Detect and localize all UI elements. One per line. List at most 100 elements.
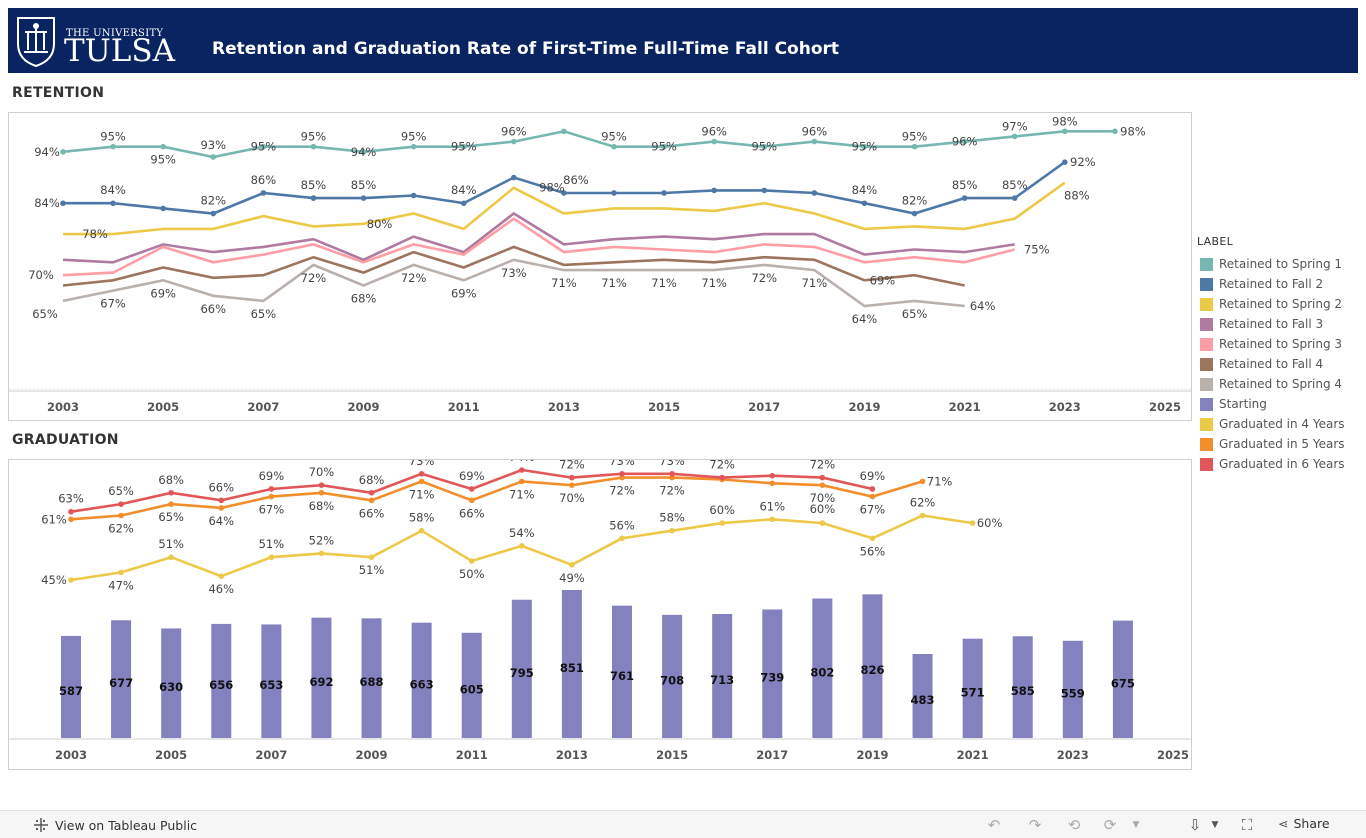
data-label: 84% bbox=[451, 183, 477, 197]
download-icon[interactable]: ⇩ bbox=[1188, 816, 1202, 834]
data-label: 86% bbox=[251, 173, 277, 187]
grad-data-label: 67% bbox=[259, 503, 285, 517]
data-point bbox=[310, 143, 317, 150]
grad-data-label: 65% bbox=[108, 484, 134, 498]
data-label: 71% bbox=[802, 276, 828, 290]
grad-data-point bbox=[519, 543, 525, 549]
data-point bbox=[110, 200, 116, 207]
data-label: 95% bbox=[751, 140, 777, 154]
bar-value-label: 795 bbox=[510, 666, 534, 680]
data-point bbox=[511, 138, 517, 145]
data-label: 96% bbox=[802, 125, 828, 139]
revert-icon[interactable]: ⟲ bbox=[1067, 816, 1081, 834]
legend-label: Starting bbox=[1219, 397, 1267, 411]
refresh-icon[interactable]: ⟳ bbox=[1103, 816, 1117, 834]
legend-item[interactable]: Retained to Fall 4 bbox=[1197, 354, 1357, 374]
legend-item[interactable]: Retained to Spring 3 bbox=[1197, 334, 1357, 354]
x-tick-label: 2017 bbox=[756, 748, 788, 762]
redo-icon[interactable]: ↷ bbox=[1028, 816, 1042, 834]
data-label: 95% bbox=[601, 130, 627, 144]
starting-bar bbox=[61, 635, 81, 738]
data-point bbox=[561, 128, 567, 135]
data-label: 66% bbox=[200, 302, 226, 316]
fullscreen-icon[interactable]: ⛶ bbox=[1241, 816, 1253, 834]
grad-data-label: 67% bbox=[860, 503, 886, 517]
data-label: 94% bbox=[351, 145, 377, 159]
bar-value-label: 587 bbox=[59, 684, 83, 698]
download-chevron-icon[interactable]: ▼ bbox=[1211, 820, 1219, 830]
grad-data-point bbox=[619, 470, 625, 477]
bar-value-label: 483 bbox=[911, 693, 935, 707]
legend-item[interactable]: Retained to Fall 2 bbox=[1197, 274, 1357, 294]
grad-data-label: 73% bbox=[409, 460, 435, 468]
grad-data-label: 56% bbox=[609, 518, 635, 532]
legend-item[interactable]: Graduated in 6 Years bbox=[1197, 454, 1357, 474]
grad-data-point bbox=[819, 474, 826, 481]
legend-label: Retained to Fall 4 bbox=[1219, 357, 1324, 371]
data-point bbox=[811, 138, 818, 145]
tableau-logo-icon bbox=[34, 818, 48, 832]
grad-data-point bbox=[468, 486, 475, 492]
x-tick-label: 2021 bbox=[957, 748, 989, 762]
grad-data-label: 51% bbox=[259, 537, 285, 551]
data-point bbox=[1062, 159, 1068, 165]
graduation-chart-panel[interactable]: 2003 2005 2007 2009 2011 2013 2015 2017 2019 2021… bbox=[8, 450, 1192, 770]
x-tick-label: 2025 bbox=[1149, 400, 1181, 414]
data-label: 85% bbox=[351, 178, 377, 192]
legend-item[interactable]: Graduated in 5 Years bbox=[1197, 434, 1357, 454]
legend-item[interactable]: Retained to Spring 4 bbox=[1197, 374, 1357, 394]
data-label: 96% bbox=[501, 125, 527, 139]
legend-item[interactable]: Retained to Spring 2 bbox=[1197, 294, 1357, 314]
x-tick-label: 2009 bbox=[348, 400, 380, 414]
grad-series-line-1 bbox=[70, 476, 923, 521]
data-point bbox=[611, 143, 617, 150]
legend-item[interactable]: Graduated in 4 Years bbox=[1197, 414, 1357, 434]
graduation-chart[interactable]: 2003 2005 2007 2009 2011 2013 2015 2017 2019 2021… bbox=[9, 450, 1191, 769]
bar-value-label: 692 bbox=[309, 675, 333, 689]
data-label: 72% bbox=[401, 271, 427, 285]
grad-data-label: 51% bbox=[158, 537, 184, 551]
grad-data-point bbox=[418, 527, 425, 534]
retention-chart[interactable]: 2003 2005 2007 2009 2011 2013 2015 2017 2019 2021… bbox=[9, 113, 1191, 420]
grad-data-point bbox=[118, 512, 124, 519]
data-label: 97% bbox=[1002, 119, 1028, 133]
grad-data-label: 73% bbox=[609, 460, 635, 468]
data-label: 71% bbox=[651, 276, 677, 290]
grad-data-point bbox=[218, 497, 225, 504]
data-point bbox=[861, 143, 868, 150]
retention-chart-panel[interactable]: 2003 2005 2007 2009 2011 2013 2015 2017 2019 2021… bbox=[8, 112, 1192, 421]
starting-bar bbox=[111, 620, 132, 738]
starting-bar bbox=[762, 609, 783, 738]
legend-item[interactable]: Starting bbox=[1197, 394, 1357, 414]
starting-bar bbox=[1062, 640, 1083, 738]
retention-section-title: RETENTION bbox=[12, 85, 105, 101]
data-label: 64% bbox=[852, 312, 878, 326]
series-line-6 bbox=[62, 258, 965, 308]
chevron-down-icon[interactable]: ▼ bbox=[1132, 820, 1140, 830]
data-point bbox=[911, 210, 918, 217]
data-point bbox=[210, 210, 217, 217]
grad-data-label: 60% bbox=[810, 502, 836, 516]
data-label: 73% bbox=[501, 266, 527, 280]
view-on-tableau-link[interactable]: View on Tableau Public bbox=[33, 817, 197, 833]
grad-data-label: 49% bbox=[559, 571, 585, 585]
grad-data-point bbox=[869, 486, 876, 492]
grad-data-point bbox=[969, 520, 976, 526]
data-label: 95% bbox=[852, 140, 878, 154]
x-tick-label: 2007 bbox=[247, 400, 279, 414]
data-label: 93% bbox=[200, 138, 226, 152]
share-button[interactable]: ⋖ Share bbox=[1278, 816, 1330, 831]
grad-data-point bbox=[318, 550, 325, 557]
data-label: 95% bbox=[902, 130, 928, 144]
bar-value-label: 571 bbox=[961, 685, 985, 699]
grad-data-label: 66% bbox=[459, 506, 485, 520]
grad-data-point bbox=[819, 482, 826, 488]
grad-data-label: 47% bbox=[108, 578, 134, 592]
legend-label: Retained to Fall 2 bbox=[1219, 277, 1324, 291]
data-label: 95% bbox=[301, 130, 327, 144]
legend-item[interactable]: Retained to Fall 3 bbox=[1197, 314, 1357, 334]
grad-data-point bbox=[719, 474, 725, 481]
bar-value-label: 559 bbox=[1061, 686, 1085, 700]
legend-item[interactable]: Retained to Spring 1 bbox=[1197, 254, 1357, 274]
undo-icon[interactable]: ↶ bbox=[987, 816, 1001, 834]
